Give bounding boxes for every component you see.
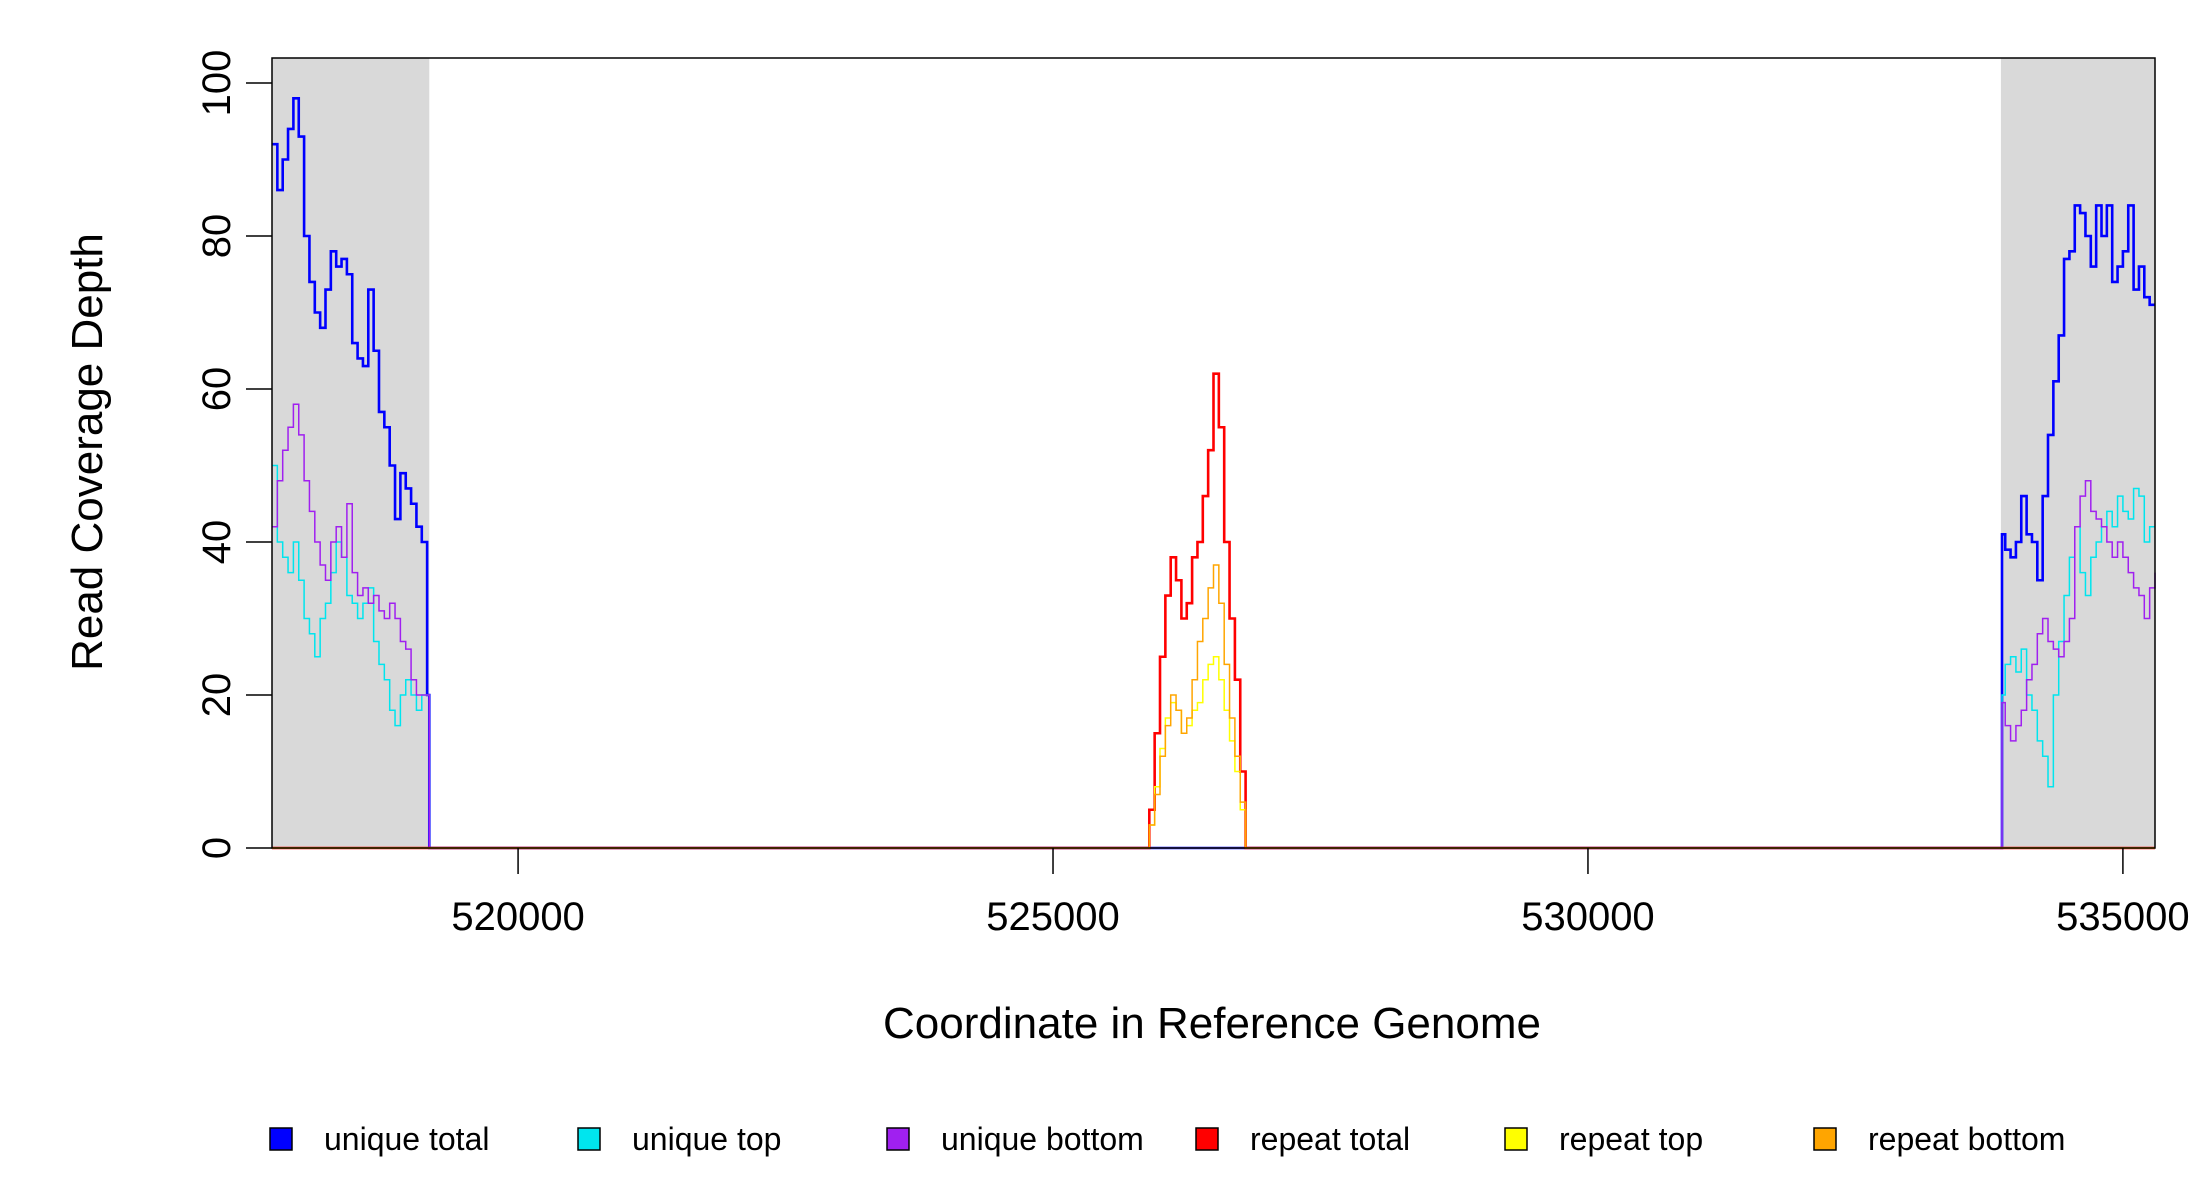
legend-item-unique-total: unique total bbox=[269, 1121, 489, 1157]
series-line-unique-total bbox=[272, 97, 2155, 850]
legend-swatch bbox=[577, 1127, 601, 1151]
y-tick-label: 0 bbox=[195, 837, 239, 859]
x-axis-label: Coordinate in Reference Genome bbox=[883, 999, 1541, 1048]
y-tick-label: 60 bbox=[195, 367, 239, 412]
x-tick-label: 520000 bbox=[451, 895, 584, 939]
legend-label: repeat total bbox=[1250, 1121, 1410, 1157]
x-tick-label: 530000 bbox=[1521, 895, 1654, 939]
y-tick-label: 20 bbox=[195, 673, 239, 718]
series-line-repeat-top bbox=[272, 656, 2155, 849]
x-tick-label: 525000 bbox=[986, 895, 1119, 939]
legend-swatch bbox=[1813, 1127, 1837, 1151]
legend-label: repeat top bbox=[1559, 1121, 1703, 1157]
y-axis-label: Read Coverage Depth bbox=[63, 233, 112, 671]
legend-swatch bbox=[1504, 1127, 1528, 1151]
legend-swatch bbox=[886, 1127, 910, 1151]
x-axis: 520000 525000 530000 535000 bbox=[451, 848, 2190, 939]
legend-label: unique top bbox=[632, 1121, 781, 1157]
series-line-repeat-bottom bbox=[272, 564, 2155, 849]
legend-label: unique total bbox=[324, 1121, 489, 1157]
legend: unique total unique top unique bottom repea… bbox=[269, 1121, 2065, 1157]
y-tick-label: 100 bbox=[195, 50, 239, 117]
legend-item-repeat-bottom: repeat bottom bbox=[1813, 1121, 2065, 1157]
series-line-repeat-total bbox=[272, 372, 2155, 850]
legend-swatch bbox=[1195, 1127, 1219, 1151]
shaded-regions bbox=[272, 58, 2155, 848]
series-line-unique-bottom bbox=[272, 403, 2156, 849]
shaded-region-0 bbox=[272, 58, 430, 848]
series-lines bbox=[272, 97, 2156, 850]
x-tick-label: 535000 bbox=[2056, 895, 2189, 939]
legend-item-repeat-total: repeat total bbox=[1195, 1121, 1410, 1157]
legend-item-unique-bottom: unique bottom bbox=[886, 1121, 1144, 1157]
y-axis: 0 20 40 60 80 100 bbox=[195, 50, 272, 859]
legend-item-unique-top: unique top bbox=[577, 1121, 781, 1157]
legend-item-repeat-top: repeat top bbox=[1504, 1121, 1703, 1157]
legend-label: repeat bottom bbox=[1868, 1121, 2065, 1157]
plot-frame bbox=[271, 57, 2156, 849]
legend-swatch bbox=[269, 1127, 293, 1151]
y-tick-label: 40 bbox=[195, 520, 239, 565]
shaded-region-1 bbox=[2000, 58, 2155, 848]
y-tick-label: 80 bbox=[195, 214, 239, 259]
legend-label: unique bottom bbox=[941, 1121, 1144, 1157]
